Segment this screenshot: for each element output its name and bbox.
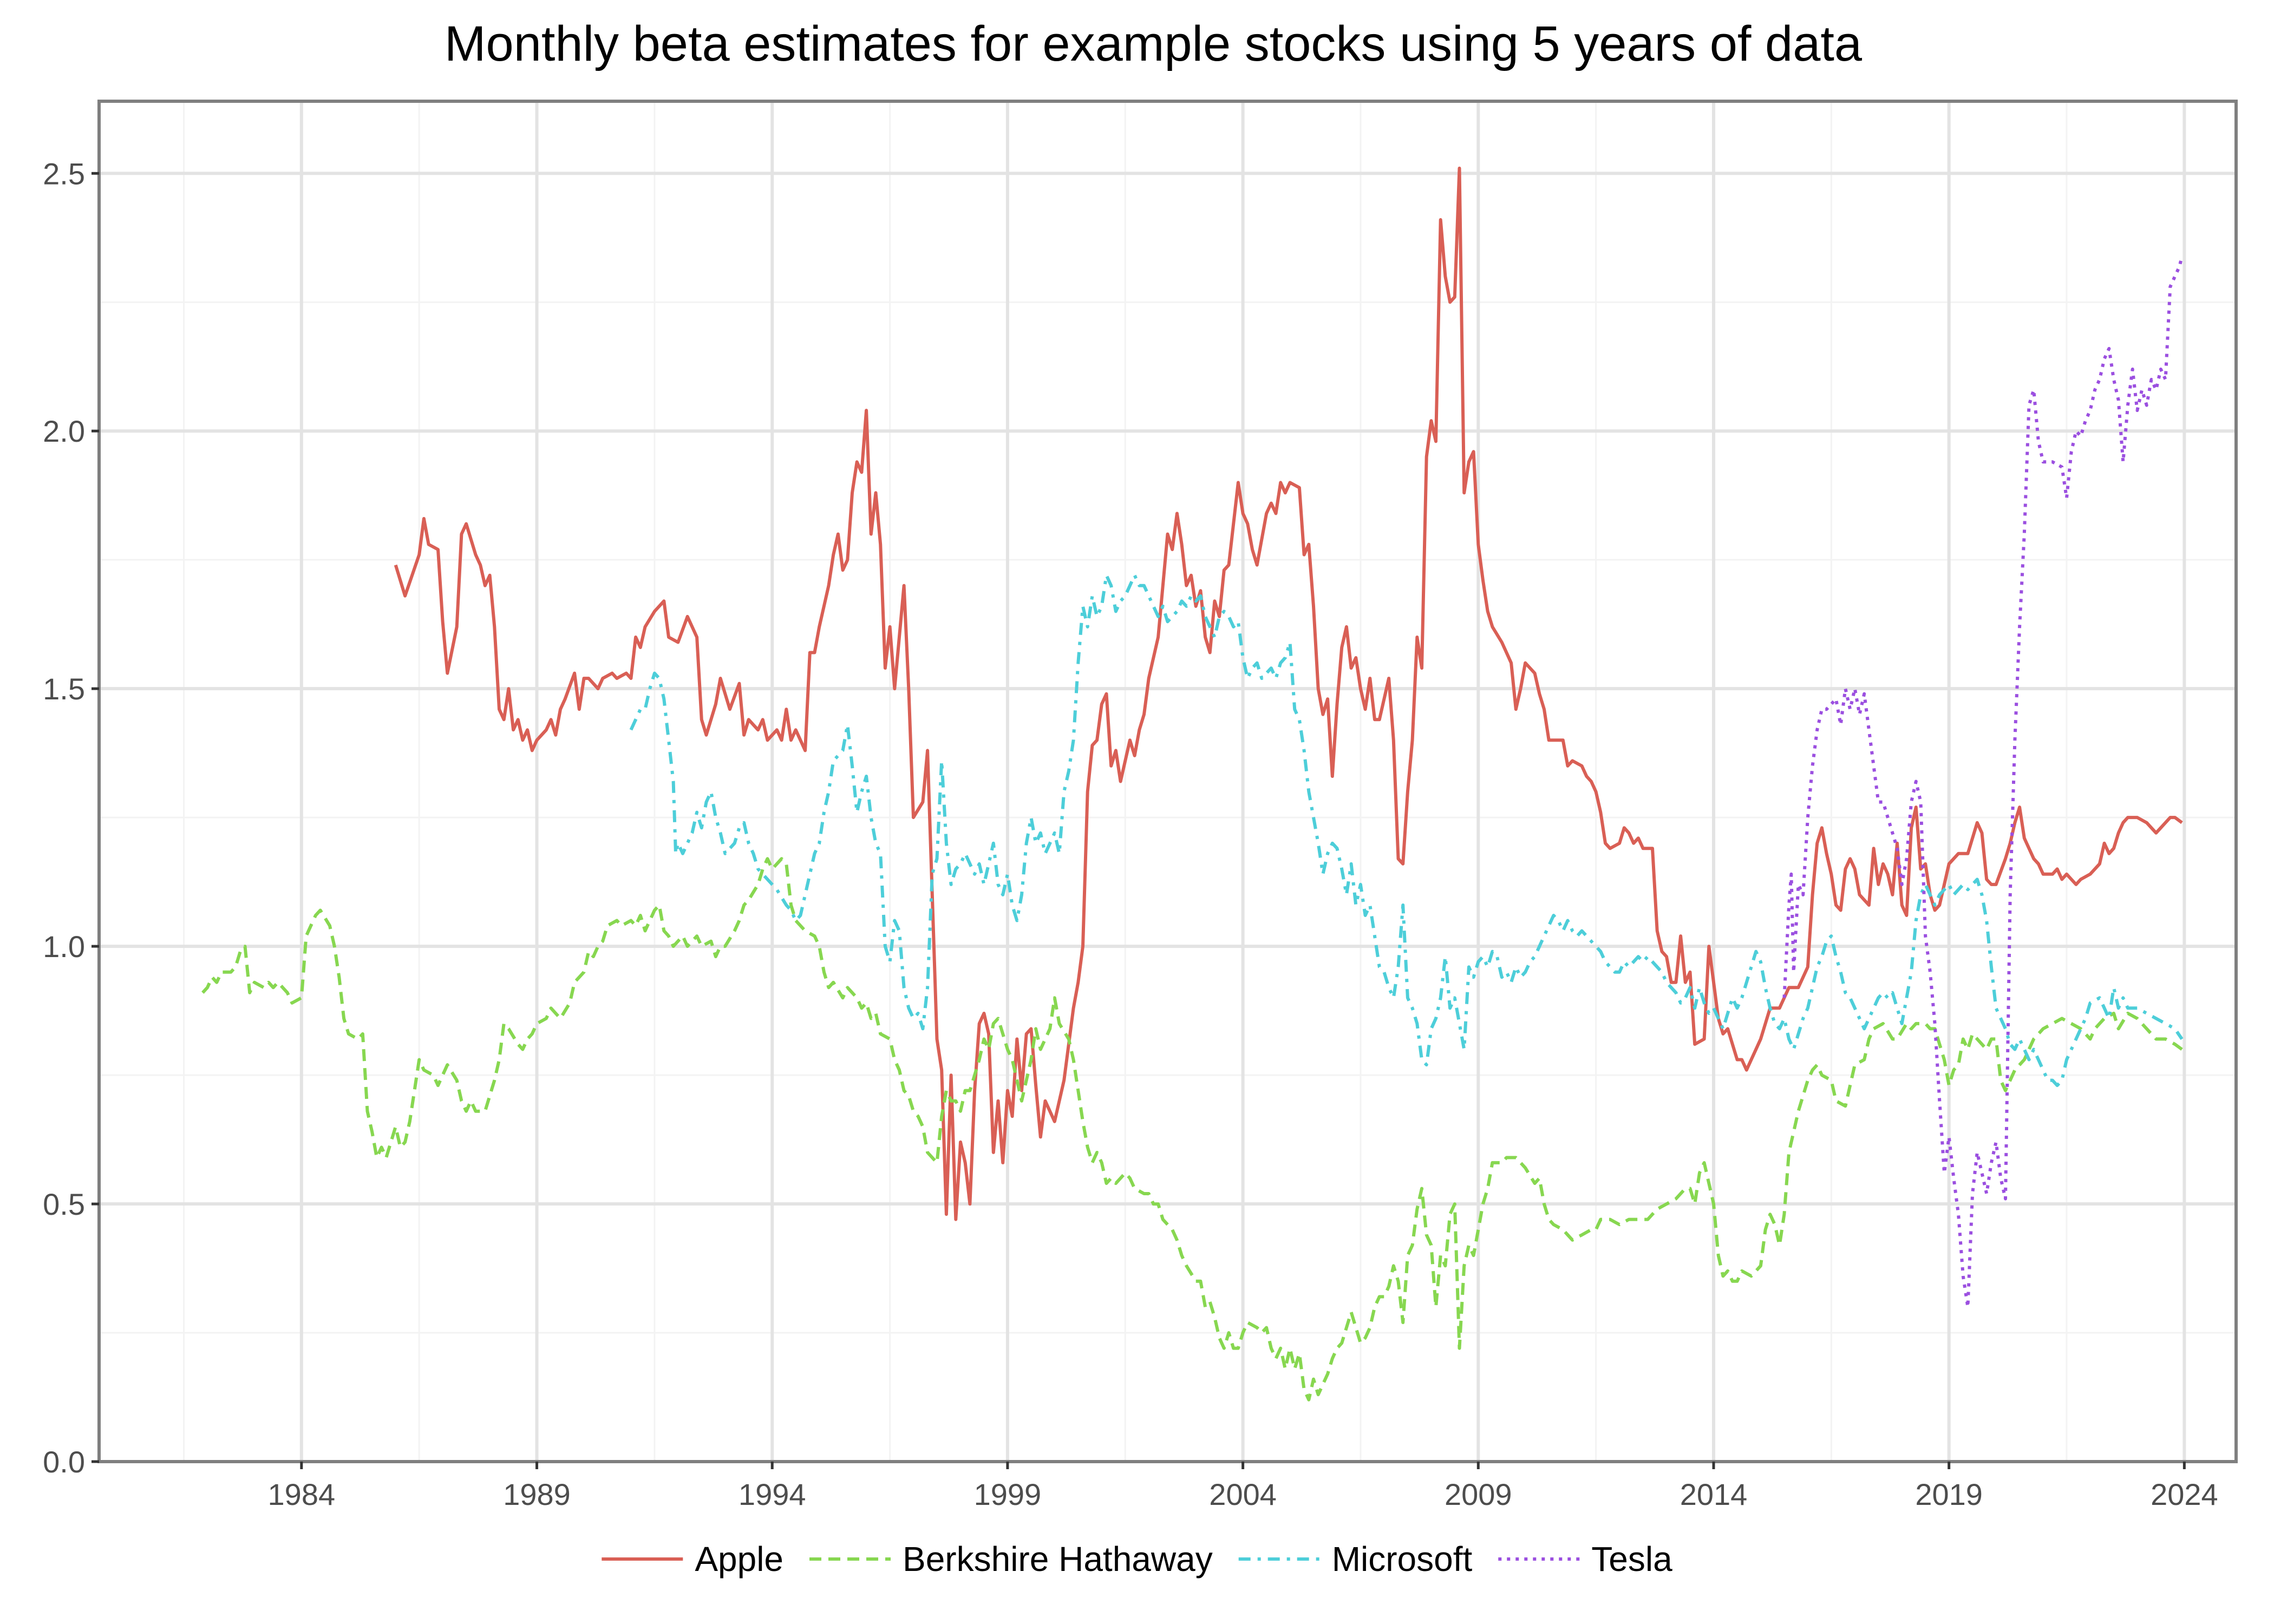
y-tick-label: 0.5	[43, 1187, 85, 1221]
x-tick-label: 1999	[974, 1477, 1042, 1511]
x-tick-label: 2009	[1445, 1477, 1512, 1511]
y-tick-label: 0.0	[43, 1445, 85, 1479]
y-axis: 0.0 0.5 1.0 1.5 2.0 2.5	[43, 156, 99, 1479]
y-tick-label: 1.0	[43, 929, 85, 964]
x-tick-label: 2004	[1209, 1477, 1277, 1511]
y-tick-label: 1.5	[43, 672, 85, 706]
legend-label: Tesla	[1591, 1540, 1672, 1579]
minor-gridlines	[99, 101, 2236, 1462]
series-lines	[201, 166, 2184, 1402]
plot-panel-border	[97, 100, 2238, 1463]
series-line-apple	[394, 166, 2183, 1221]
x-tick-label: 2014	[1680, 1477, 1748, 1511]
x-tick-label: 1989	[503, 1477, 571, 1511]
x-tick-label: 2024	[2151, 1477, 2218, 1511]
y-tick-label: 2.5	[43, 156, 85, 191]
series-line-microsoft	[629, 573, 2184, 1088]
x-tick-label: 1994	[739, 1477, 806, 1511]
legend-label: Berkshire Hathaway	[903, 1540, 1213, 1579]
major-gridlines	[99, 101, 2236, 1463]
x-tick-label: 2019	[1915, 1477, 1983, 1511]
x-tick-label: 1984	[268, 1477, 336, 1511]
legend: Apple Berkshire Hathaway Microsoft Tesla	[602, 1540, 1672, 1579]
chart-title: Monthly beta estimates for example stock…	[445, 16, 1863, 71]
series-line-berkshire-hathaway	[201, 857, 2183, 1402]
y-tick-label: 2.0	[43, 414, 85, 448]
x-axis: 1984 1989 1994 1999 2004 2009 2014 2019 2024	[268, 1462, 2218, 1511]
legend-label: Microsoft	[1332, 1540, 1473, 1579]
legend-label: Apple	[695, 1540, 783, 1579]
series-line-tesla	[1782, 255, 2184, 1309]
